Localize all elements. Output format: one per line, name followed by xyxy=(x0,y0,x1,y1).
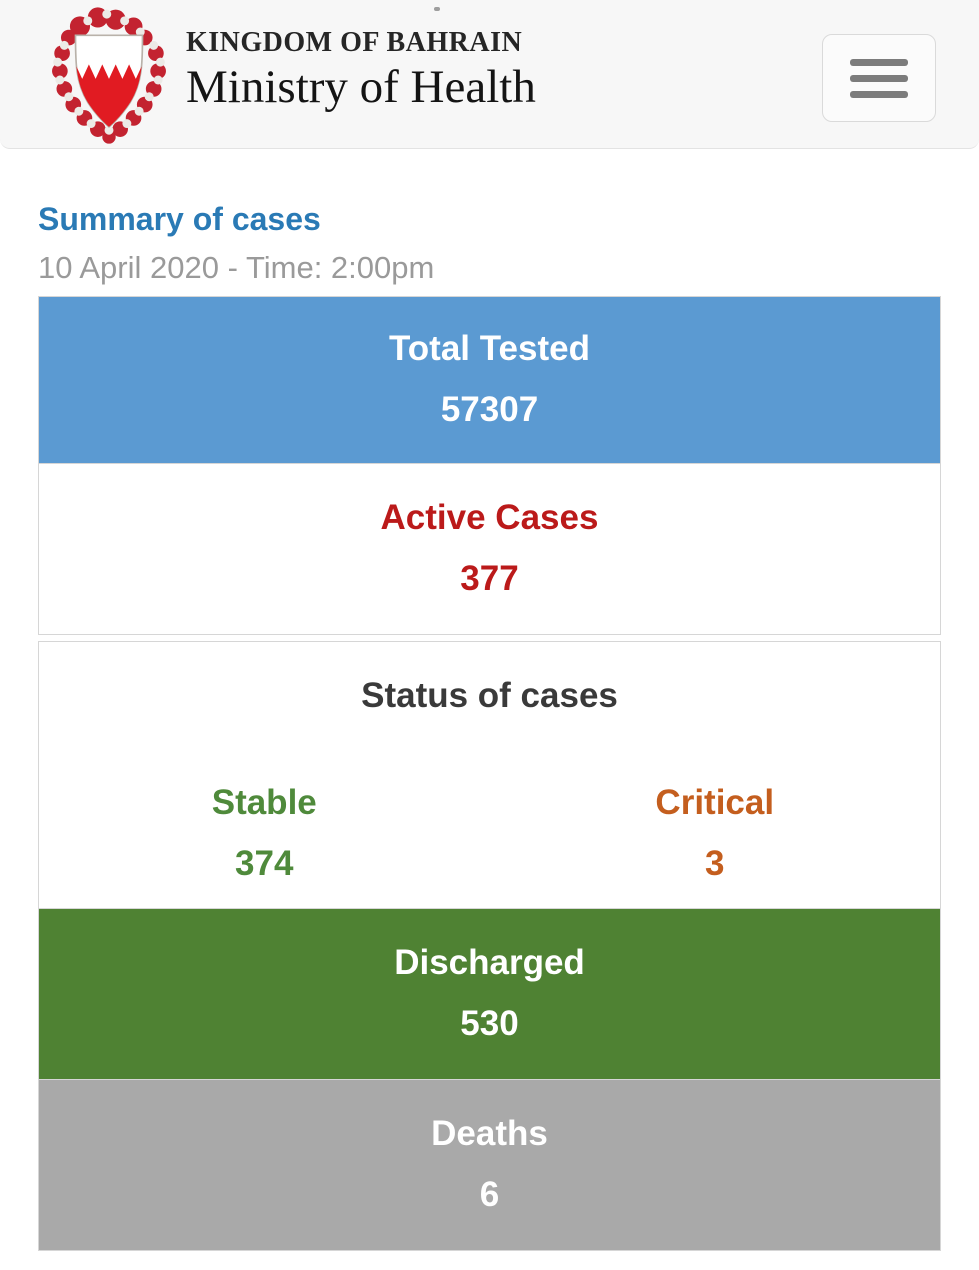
brand-text[interactable]: KINGDOM OF BAHRAIN Ministry of Health xyxy=(186,27,536,113)
stable-label: Stable xyxy=(211,782,317,822)
deaths-value: 6 xyxy=(479,1175,500,1215)
discharged-label: Discharged xyxy=(394,943,585,983)
deaths-card: Deaths 6 xyxy=(39,1078,940,1250)
total-tested-value: 57307 xyxy=(440,390,539,430)
deaths-label: Deaths xyxy=(431,1114,548,1154)
status-of-cases-card: Status of cases Stable 374 Critical 3 xyxy=(39,641,940,908)
discharged-value: 530 xyxy=(460,1004,519,1044)
bahrain-coat-of-arms-logo[interactable] xyxy=(42,4,176,156)
summary-table-bottom: Status of cases Stable 374 Critical 3 Di… xyxy=(38,640,941,1251)
total-tested-label: Total Tested xyxy=(389,329,590,369)
critical-column: Critical 3 xyxy=(490,782,941,885)
report-datetime: 10 April 2020 - Time: 2:00pm xyxy=(38,250,435,286)
header: KINGDOM OF BAHRAIN Ministry of Health xyxy=(0,0,979,149)
stable-column: Stable 374 xyxy=(39,782,490,885)
stray-mark xyxy=(434,7,440,11)
page-title: Summary of cases xyxy=(38,201,321,237)
status-row: Stable 374 Critical 3 xyxy=(39,782,940,885)
critical-label: Critical xyxy=(655,782,775,822)
discharged-card: Discharged 530 xyxy=(39,907,940,1079)
active-cases-value: 377 xyxy=(460,559,519,599)
menu-toggle-button[interactable] xyxy=(822,34,936,122)
stable-value: 374 xyxy=(235,843,294,883)
kingdom-title: KINGDOM OF BAHRAIN xyxy=(186,27,523,58)
main-content: Summary of cases 10 April 2020 - Time: 2… xyxy=(0,200,979,1251)
status-of-cases-title: Status of cases xyxy=(361,675,618,715)
active-cases-card: Active Cases 377 xyxy=(39,462,940,634)
ministry-title: Ministry of Health xyxy=(186,60,536,113)
critical-value: 3 xyxy=(705,843,725,883)
active-cases-label: Active Cases xyxy=(380,498,599,538)
summary-table-top: Total Tested 57307 Active Cases 377 xyxy=(38,295,941,635)
bahrain-coat-of-arms-icon xyxy=(52,7,166,144)
total-tested-card: Total Tested 57307 xyxy=(39,296,940,463)
